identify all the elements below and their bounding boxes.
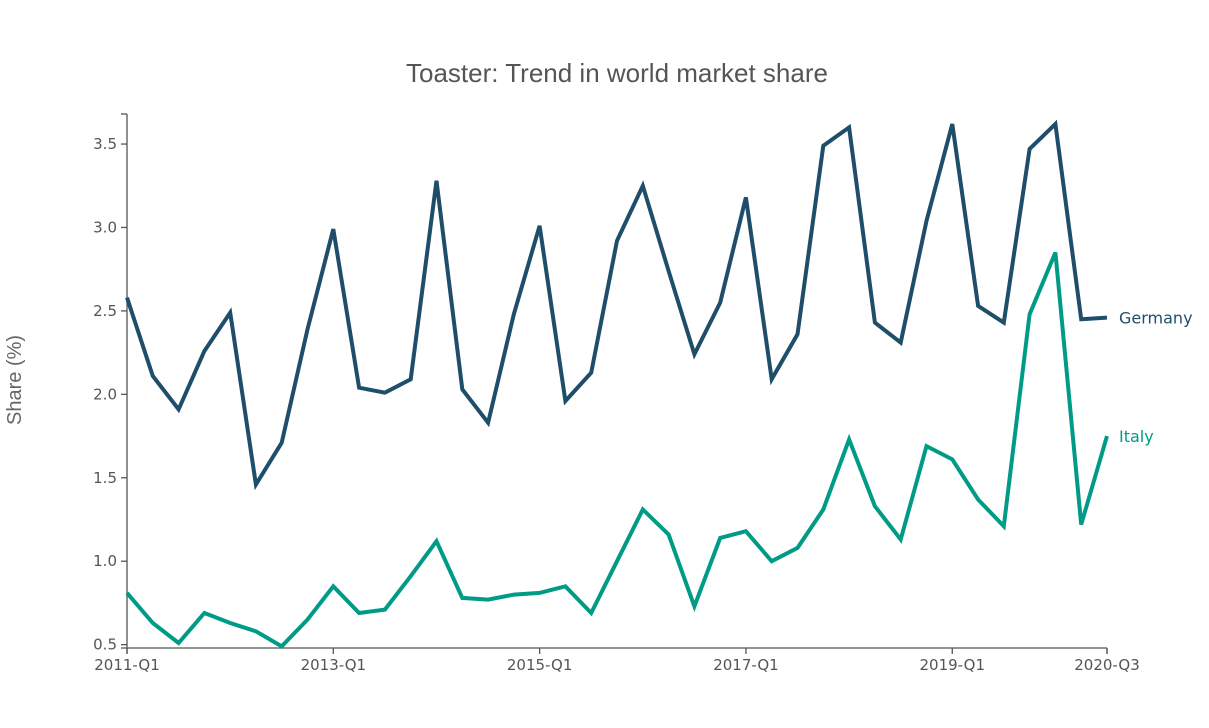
y-axis-label: Share (%): [4, 335, 26, 425]
y-tick-label: 3.0: [93, 218, 117, 236]
series-line-italy: [125, 251, 1109, 649]
x-tick-label: 2013-Q1: [301, 656, 367, 674]
series-label-germany: Germany: [1119, 309, 1193, 328]
x-tick-label: 2020-Q3: [1074, 656, 1140, 674]
chart-title: Toaster: Trend in world market share: [406, 58, 828, 88]
series-label-italy: Italy: [1119, 427, 1154, 446]
series-line-germany: [125, 119, 1108, 491]
x-tick-label: 2017-Q1: [713, 656, 779, 674]
axes: 0.5 1.0 1.5 2.0 2.5 3.0 3.5 2011-Q1 2013-Q1 2015-…: [93, 113, 1140, 674]
y-tick-label: 2.0: [93, 385, 117, 403]
y-tick-label: 2.5: [93, 302, 117, 320]
y-tick-label: 3.5: [93, 135, 117, 153]
series-group: [125, 119, 1109, 649]
y-tick-label: 1.5: [93, 469, 117, 487]
y-tick-label: 0.5: [93, 636, 117, 654]
x-tick-label: 2019-Q1: [920, 656, 986, 674]
x-tick-label: 2011-Q1: [94, 656, 160, 674]
y-tick-label: 1.0: [93, 552, 117, 570]
x-tick-label: 2015-Q1: [507, 656, 573, 674]
series-end-labels: Germany Italy: [1119, 309, 1193, 446]
